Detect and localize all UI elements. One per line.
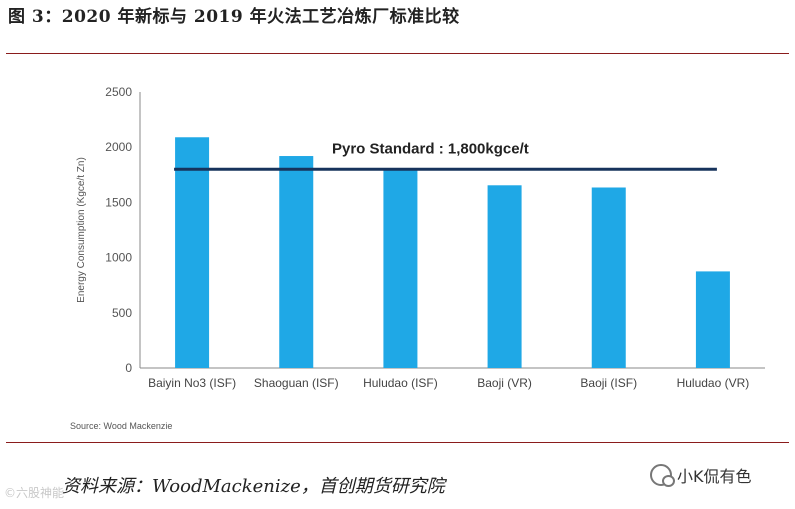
y-tick-label: 1000	[105, 251, 132, 265]
y-tick-label: 2000	[105, 140, 132, 154]
figure-title: 图 3：2020 年新标与 2019 年火法工艺冶炼厂标准比较	[8, 7, 460, 27]
wechat-account: 小K侃有色	[650, 463, 752, 487]
x-tick-label: Huludao (ISF)	[363, 376, 438, 390]
caption: 资料来源：WoodMackenize，首创期货研究院	[62, 476, 445, 497]
x-axis-labels: Baiyin No3 (ISF) Shaoguan (ISF) Huludao (I…	[148, 376, 749, 390]
top-rule	[6, 53, 789, 54]
x-tick-label: Baoji (ISF)	[580, 376, 637, 390]
bar	[591, 187, 626, 368]
bottom-rule	[6, 442, 789, 443]
bar-chart: 0 500 1000 1500 2000 2500 Baiyin No3 (ISF) Sha…	[76, 85, 765, 390]
wechat-account-name: 小K侃有色	[677, 467, 752, 486]
y-tick-label: 500	[112, 306, 132, 320]
x-tick-label: Baoji (VR)	[477, 376, 532, 390]
x-tick-label: Shaoguan (ISF)	[254, 376, 339, 390]
bar	[487, 185, 522, 368]
pyro-standard-label: Pyro Standard : 1,800kgce/t	[332, 140, 529, 157]
bar	[695, 271, 730, 368]
y-tick-label: 1500	[105, 195, 132, 209]
y-tick-label: 2500	[105, 85, 132, 99]
bar	[279, 156, 314, 368]
bars	[175, 137, 730, 368]
source-note: Source: Wood Mackenzie	[70, 421, 173, 431]
y-axis-title: Energy Consumption (Kgce/t Zn)	[76, 157, 87, 303]
x-tick-label: Huludao (VR)	[677, 376, 750, 390]
y-tick-label: 0	[125, 361, 132, 375]
bar	[175, 137, 210, 368]
y-axis-ticks: 0 500 1000 1500 2000 2500	[105, 85, 132, 375]
bar	[383, 169, 418, 368]
x-tick-label: Baiyin No3 (ISF)	[148, 376, 236, 390]
watermark: ©六股神能	[4, 486, 65, 500]
wechat-icon	[650, 464, 675, 487]
